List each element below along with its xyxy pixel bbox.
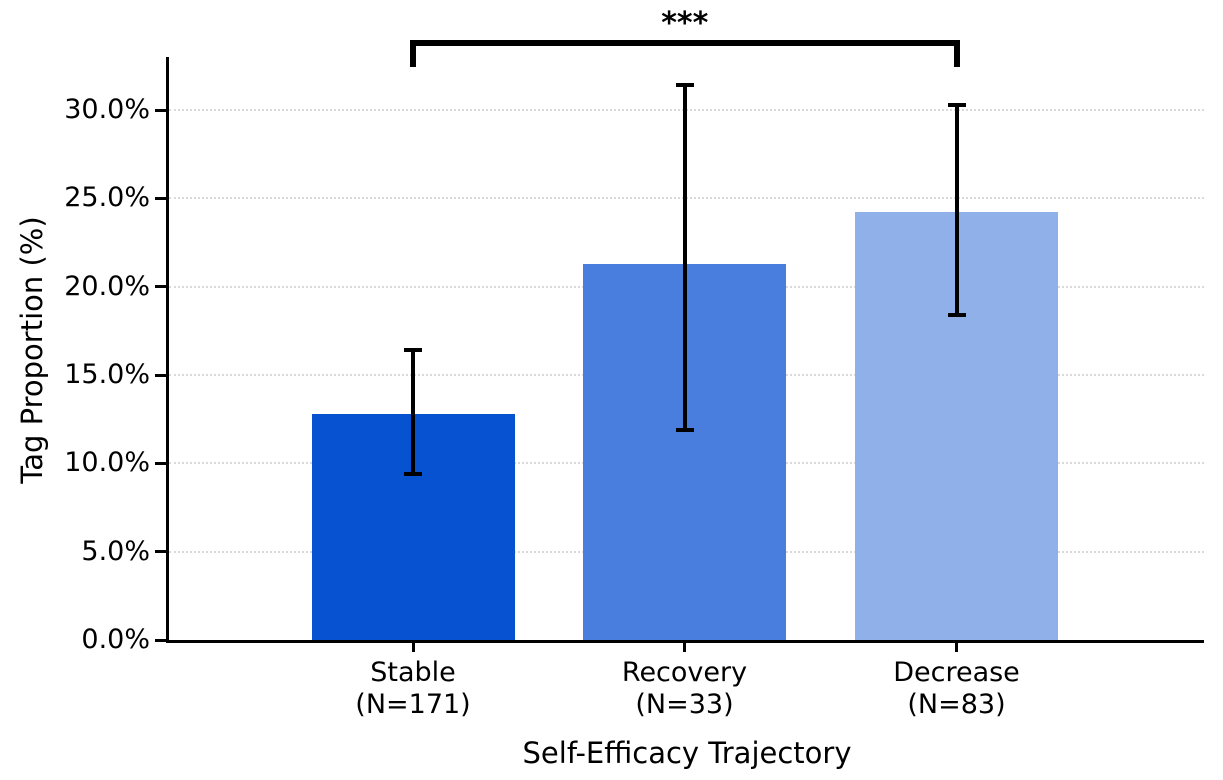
category-n: (N=171) bbox=[355, 689, 471, 720]
error-bar-line bbox=[954, 104, 959, 315]
y-tick-label: 15.0% bbox=[64, 359, 150, 390]
y-tick-mark bbox=[155, 461, 166, 465]
y-tick-mark bbox=[155, 638, 166, 642]
y-tick-label: 5.0% bbox=[81, 535, 150, 567]
x-tick-mark bbox=[411, 643, 415, 652]
error-bar-cap-bottom bbox=[947, 312, 966, 317]
category-label-decrease: Decrease (N=83) bbox=[827, 657, 1087, 721]
y-tick-mark bbox=[155, 108, 166, 112]
significance-bracket bbox=[410, 40, 960, 67]
category-name: Decrease bbox=[893, 657, 1020, 688]
category-n: (N=33) bbox=[635, 689, 734, 720]
y-gridline bbox=[169, 109, 1204, 111]
category-label-stable: Stable (N=171) bbox=[283, 657, 543, 721]
y-axis-label: Tag Proportion (%) bbox=[15, 216, 49, 484]
significance-label: *** bbox=[661, 6, 709, 41]
category-name: Stable bbox=[370, 657, 456, 688]
category-label-recovery: Recovery (N=33) bbox=[555, 657, 815, 721]
y-tick-mark bbox=[155, 196, 166, 200]
y-tick-label: 10.0% bbox=[64, 447, 150, 479]
error-bar-cap-top bbox=[947, 102, 966, 107]
y-tick-label: 20.0% bbox=[64, 270, 150, 302]
x-axis-label: Self-Efficacy Trajectory bbox=[522, 736, 852, 770]
y-tick-mark bbox=[155, 285, 166, 289]
error-bar-cap-top bbox=[675, 83, 694, 88]
x-axis-spine bbox=[166, 640, 1204, 643]
y-tick-label: 0.0% bbox=[81, 624, 150, 655]
category-name: Recovery bbox=[621, 657, 748, 688]
error-bar-line bbox=[411, 350, 415, 474]
error-bar-line bbox=[682, 85, 687, 430]
y-tick-mark bbox=[155, 373, 166, 377]
y-tick-mark bbox=[155, 550, 166, 554]
y-axis-spine bbox=[166, 57, 169, 643]
category-n: (N=83) bbox=[907, 689, 1006, 720]
x-tick-mark bbox=[683, 643, 686, 652]
error-bar-cap-bottom bbox=[404, 471, 422, 476]
y-gridline bbox=[169, 197, 1204, 200]
error-bar-cap-top bbox=[404, 348, 422, 353]
y-tick-label: 25.0% bbox=[64, 182, 150, 214]
y-tick-label: 30.0% bbox=[64, 94, 150, 125]
error-bar-cap-bottom bbox=[675, 427, 694, 432]
x-tick-mark bbox=[955, 643, 958, 652]
